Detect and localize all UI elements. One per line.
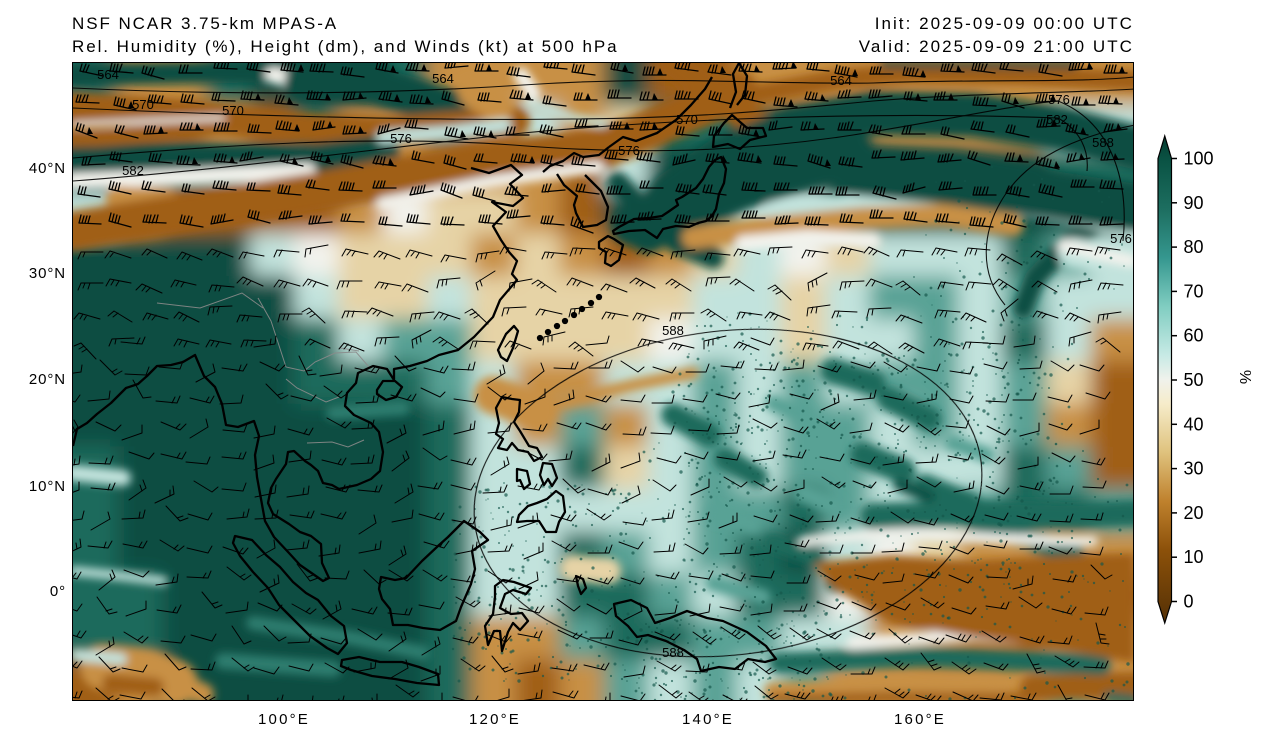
svg-text:582: 582	[1046, 112, 1068, 127]
svg-text:570: 570	[222, 103, 244, 118]
svg-text:576: 576	[618, 143, 640, 158]
svg-text:576: 576	[390, 131, 412, 146]
svg-text:30: 30	[1184, 459, 1204, 479]
svg-text:50: 50	[1184, 370, 1204, 390]
svg-text:10: 10	[1184, 547, 1204, 567]
svg-text:564: 564	[432, 71, 454, 86]
svg-text:576: 576	[1110, 231, 1132, 246]
svg-text:582: 582	[122, 163, 144, 178]
svg-text:70: 70	[1184, 281, 1204, 301]
svg-text:80: 80	[1184, 237, 1204, 257]
svg-text:100: 100	[1184, 149, 1214, 169]
svg-text:588: 588	[662, 645, 684, 660]
svg-text:564: 564	[97, 67, 119, 82]
svg-text:576: 576	[1048, 92, 1070, 107]
svg-text:40: 40	[1184, 414, 1204, 434]
svg-text:60: 60	[1184, 326, 1204, 346]
svg-text:%: %	[1236, 370, 1253, 384]
svg-text:90: 90	[1184, 193, 1204, 213]
svg-text:588: 588	[662, 323, 684, 338]
svg-text:0: 0	[1184, 592, 1194, 612]
svg-text:20: 20	[1184, 503, 1204, 523]
svg-text:564: 564	[830, 73, 852, 88]
svg-text:570: 570	[676, 112, 698, 127]
svg-text:570: 570	[132, 97, 154, 112]
svg-text:588: 588	[1092, 135, 1114, 150]
